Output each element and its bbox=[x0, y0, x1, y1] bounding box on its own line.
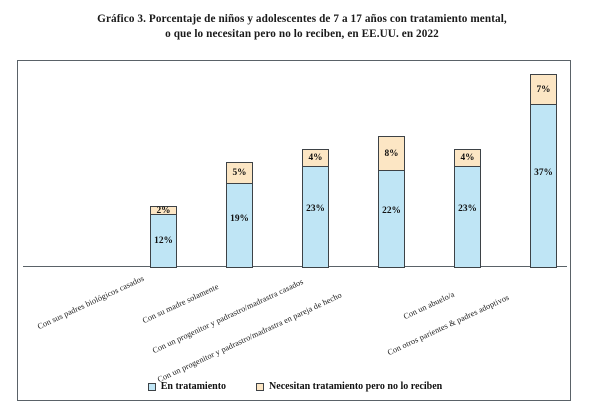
bar-group-1[interactable]: 2% 12% bbox=[150, 205, 177, 268]
legend-swatch-untreated-icon bbox=[256, 382, 265, 391]
bar-segment-untreated-4[interactable]: 8% bbox=[378, 136, 405, 171]
chart-frame: 2% 12% 5% 19% 4% 23% bbox=[17, 60, 571, 401]
bar-segment-treated-1[interactable]: 12% bbox=[150, 215, 177, 268]
bar-segment-untreated-3[interactable]: 4% bbox=[302, 149, 329, 167]
bar-segment-untreated-2[interactable]: 5% bbox=[226, 162, 253, 184]
bar-label-treated-4: 22% bbox=[382, 206, 401, 217]
bar-label-treated-5: 23% bbox=[458, 204, 477, 214]
plot-area: 2% 12% 5% 19% 4% 23% bbox=[18, 61, 572, 268]
legend-label-untreated: Necesitan tratamiento pero no lo reciben bbox=[269, 381, 443, 392]
bar-segment-treated-2[interactable]: 19% bbox=[226, 184, 253, 268]
bar-label-treated-2: 19% bbox=[230, 213, 249, 224]
bar-label-treated-3: 23% bbox=[306, 204, 325, 214]
chart-title-line-2: o que lo necesitan pero no lo reciben, e… bbox=[165, 28, 439, 40]
bar-label-untreated-2: 5% bbox=[232, 167, 247, 178]
bar-segment-treated-6[interactable]: 37% bbox=[530, 105, 557, 268]
legend-item-treated[interactable]: En tratamiento bbox=[147, 381, 227, 392]
bar-label-treated-1: 12% bbox=[154, 236, 173, 246]
bar-label-untreated-1: 2% bbox=[156, 205, 171, 216]
bar-segment-treated-4[interactable]: 22% bbox=[378, 171, 405, 268]
bar-segment-untreated-6[interactable]: 7% bbox=[530, 74, 557, 105]
bar-segment-untreated-1[interactable]: 2% bbox=[150, 205, 177, 216]
legend-swatch-treated-icon bbox=[147, 382, 156, 391]
bar-label-untreated-3: 4% bbox=[308, 152, 323, 163]
bar-label-untreated-5: 4% bbox=[460, 152, 475, 163]
bar-segment-untreated-5[interactable]: 4% bbox=[454, 149, 481, 167]
chart-title: Gráfico 3. Porcentaje de niños y adolesc… bbox=[0, 12, 604, 42]
category-label-2: Con su madre solamente bbox=[141, 281, 220, 326]
bar-group-6[interactable]: 7% 37% bbox=[530, 74, 557, 268]
legend-label-treated: En tratamiento bbox=[160, 381, 227, 392]
chart-title-line-1: Gráfico 3. Porcentaje de niños y adolesc… bbox=[97, 13, 507, 25]
category-label-1: Con sus padres biológicos casados bbox=[36, 273, 146, 332]
chart-legend: En tratamiento Necesitan tratamiento per… bbox=[18, 381, 572, 392]
category-axis-line bbox=[23, 266, 567, 268]
bar-group-4[interactable]: 8% 22% bbox=[378, 136, 405, 268]
bar-group-3[interactable]: 4% 23% bbox=[302, 149, 329, 268]
category-label-5: Con un abuelo/a bbox=[402, 289, 456, 322]
legend-item-untreated[interactable]: Necesitan tratamiento pero no lo reciben bbox=[256, 381, 442, 392]
bar-group-5[interactable]: 4% 23% bbox=[454, 149, 481, 268]
bar-segment-treated-3[interactable]: 23% bbox=[302, 167, 329, 268]
bar-label-untreated-4: 8% bbox=[384, 148, 399, 159]
bar-group-2[interactable]: 5% 19% bbox=[226, 162, 253, 268]
bar-label-untreated-6: 7% bbox=[536, 84, 551, 95]
bar-segment-treated-5[interactable]: 23% bbox=[454, 167, 481, 268]
bar-label-treated-6: 37% bbox=[534, 168, 553, 179]
category-label-6: Con otros parientes & padres adoptivos bbox=[386, 292, 511, 358]
